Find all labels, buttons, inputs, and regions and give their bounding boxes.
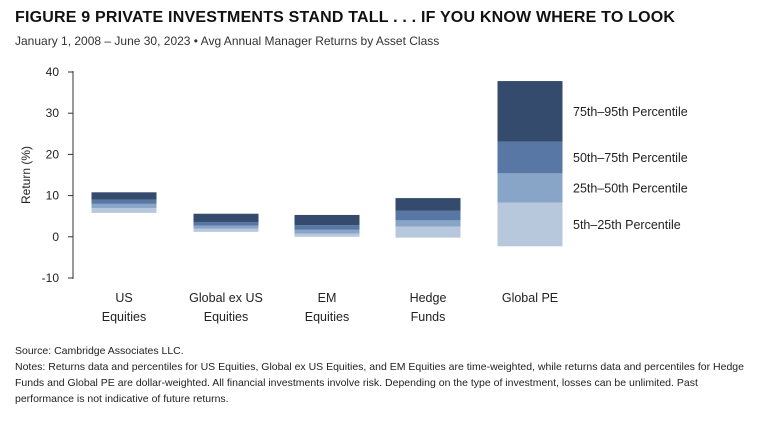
y-tick-label: 20 — [46, 147, 60, 161]
y-tick-label: 30 — [46, 106, 60, 120]
y-tick-label: 10 — [46, 189, 60, 203]
bar-segment — [395, 220, 461, 227]
bar-segment — [395, 198, 461, 211]
footnotes: Source: Cambridge Associates LLC. Notes:… — [15, 343, 750, 407]
bar-segment — [294, 233, 360, 237]
y-axis: -10 0 10 20 30 40 Return (%) — [19, 65, 74, 285]
bar-segment — [497, 141, 563, 174]
bar-segment — [395, 226, 461, 238]
bar-segment — [91, 203, 157, 208]
x-tick-label: Global PE — [502, 291, 558, 305]
y-tick-label: 40 — [46, 65, 60, 79]
bar-segment — [193, 213, 259, 222]
y-tick-label: -10 — [42, 271, 60, 285]
x-tick-label: EM Equities — [305, 291, 349, 324]
bar-segment — [193, 228, 259, 232]
notes-text: Notes: Returns data and percentiles for … — [15, 361, 744, 405]
bar-segment — [497, 81, 563, 142]
bar-segment — [395, 210, 461, 221]
percentile-range-chart: -10 0 10 20 30 40 Return (%) US Equities Global … — [19, 65, 688, 324]
figure-subtitle: January 1, 2008 – June 30, 2023 • Avg An… — [15, 34, 440, 48]
legend: 75th–95th Percentile 50th–75th Percentile… — [573, 105, 688, 232]
bar-segment — [91, 207, 157, 213]
bar-segment — [294, 225, 360, 230]
bar-segment — [193, 221, 259, 226]
source-note: Source: Cambridge Associates LLC. — [15, 345, 184, 357]
y-tick-label: 0 — [52, 230, 59, 244]
bar-segment — [497, 173, 563, 203]
bar-group — [91, 81, 563, 247]
bar-segment — [91, 199, 157, 204]
figure-title: FIGURE 9 PRIVATE INVESTMENTS STAND TALL … — [15, 9, 676, 26]
bar-segment — [91, 192, 157, 200]
x-tick-label: US Equities — [102, 291, 146, 324]
legend-label: 75th–95th Percentile — [573, 105, 688, 119]
bar-segment — [294, 229, 360, 234]
x-tick-label: Global ex US Equities — [189, 291, 263, 324]
bar-segment — [193, 225, 259, 229]
legend-label: 5th–25th Percentile — [573, 218, 681, 232]
legend-label: 50th–75th Percentile — [573, 151, 688, 165]
y-axis-label: Return (%) — [19, 146, 33, 204]
x-axis-labels: US Equities Global ex US Equities EM Equities… — [102, 291, 558, 324]
bar-segment — [294, 214, 360, 226]
bar-segment — [497, 202, 563, 247]
legend-label: 25th–50th Percentile — [573, 181, 688, 195]
x-tick-label: Hedge Funds — [410, 291, 447, 324]
